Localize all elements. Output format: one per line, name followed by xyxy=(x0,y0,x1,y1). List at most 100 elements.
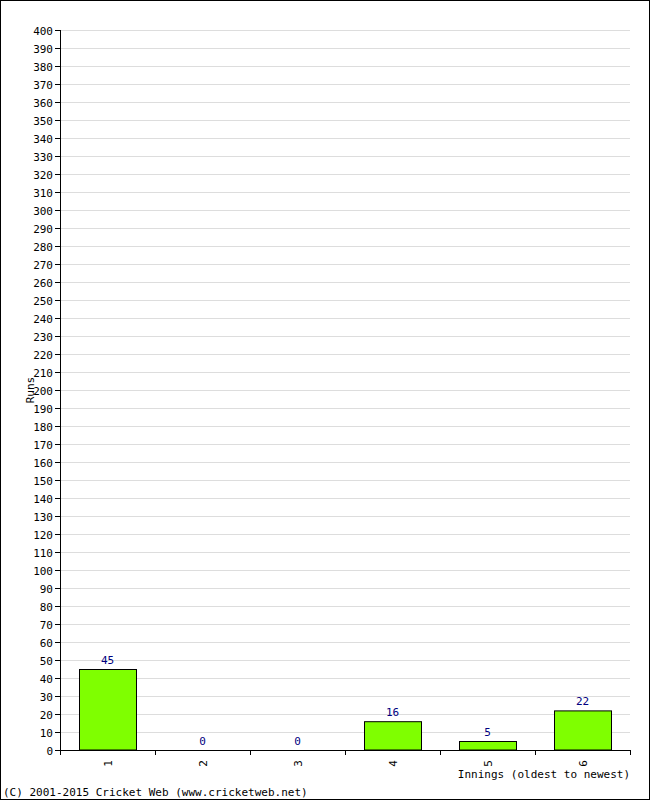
y-tick xyxy=(55,300,60,301)
y-tick xyxy=(55,102,60,103)
x-tick-label: 2 xyxy=(197,760,210,767)
y-tick-label: 280 xyxy=(33,241,53,254)
y-tick-label: 110 xyxy=(33,547,53,560)
grid-line xyxy=(60,30,630,31)
grid-line xyxy=(60,462,630,463)
y-tick-label: 300 xyxy=(33,205,53,218)
x-tick-label: 4 xyxy=(387,760,400,767)
chart-container: 0102030405060708090100110120130140150160… xyxy=(0,0,650,800)
grid-line xyxy=(60,84,630,85)
y-tick-label: 170 xyxy=(33,439,53,452)
x-tick-label: 5 xyxy=(482,760,495,767)
grid-line xyxy=(60,120,630,121)
grid-line xyxy=(60,642,630,643)
y-tick xyxy=(55,534,60,535)
grid-line xyxy=(60,246,630,247)
grid-line xyxy=(60,624,630,625)
y-tick-label: 90 xyxy=(40,583,53,596)
grid-line xyxy=(60,336,630,337)
y-tick-label: 20 xyxy=(40,709,53,722)
data-label: 0 xyxy=(199,735,206,748)
x-tick-label: 3 xyxy=(292,760,305,767)
x-tick xyxy=(440,750,441,755)
y-tick-label: 50 xyxy=(40,655,53,668)
y-tick-label: 340 xyxy=(33,133,53,146)
grid-line xyxy=(60,390,630,391)
y-tick xyxy=(55,750,60,751)
x-tick xyxy=(155,750,156,755)
data-label: 5 xyxy=(484,726,491,739)
y-tick-label: 370 xyxy=(33,79,53,92)
y-tick xyxy=(55,192,60,193)
y-tick-label: 70 xyxy=(40,619,53,632)
y-tick-label: 330 xyxy=(33,151,53,164)
y-tick-label: 230 xyxy=(33,331,53,344)
grid-line xyxy=(60,516,630,517)
frame xyxy=(1,1,650,800)
data-label: 22 xyxy=(576,695,589,708)
data-label: 16 xyxy=(386,706,399,719)
y-tick xyxy=(55,714,60,715)
y-tick xyxy=(55,318,60,319)
y-tick-label: 40 xyxy=(40,673,53,686)
y-tick xyxy=(55,516,60,517)
bars xyxy=(80,670,612,751)
grid-line xyxy=(60,300,630,301)
y-tick xyxy=(55,156,60,157)
bar xyxy=(80,670,137,751)
grid-line xyxy=(60,138,630,139)
grid-line xyxy=(60,408,630,409)
x-tick xyxy=(250,750,251,755)
y-tick-label: 250 xyxy=(33,295,53,308)
grid-line xyxy=(60,570,630,571)
grid-line xyxy=(60,552,630,553)
grid-line xyxy=(60,534,630,535)
y-tick-label: 130 xyxy=(33,511,53,524)
grid-line xyxy=(60,372,630,373)
bar xyxy=(460,742,517,751)
y-tick xyxy=(55,282,60,283)
grid-line xyxy=(60,588,630,589)
y-tick-label: 30 xyxy=(40,691,53,704)
y-tick xyxy=(55,264,60,265)
y-tick-label: 190 xyxy=(33,403,53,416)
y-tick xyxy=(55,660,60,661)
x-axis-label: Innings (oldest to newest) xyxy=(458,768,630,781)
y-tick xyxy=(55,138,60,139)
grid-line xyxy=(60,264,630,265)
y-tick-label: 310 xyxy=(33,187,53,200)
bar xyxy=(365,722,422,750)
grid-line xyxy=(60,174,630,175)
y-tick xyxy=(55,372,60,373)
x-tick xyxy=(60,750,61,755)
y-tick xyxy=(55,570,60,571)
y-tick xyxy=(55,678,60,679)
grid-line xyxy=(60,210,630,211)
y-tick-label: 180 xyxy=(33,421,53,434)
grid-line xyxy=(60,354,630,355)
y-tick xyxy=(55,444,60,445)
x-tick-label: 1 xyxy=(102,760,115,767)
y-tick xyxy=(55,480,60,481)
y-tick xyxy=(55,588,60,589)
grid-line xyxy=(60,282,630,283)
y-tick xyxy=(55,30,60,31)
y-tick xyxy=(55,174,60,175)
data-label: 45 xyxy=(101,654,114,667)
y-tick xyxy=(55,642,60,643)
y-tick-label: 290 xyxy=(33,223,53,236)
y-tick xyxy=(55,606,60,607)
grid-line xyxy=(60,480,630,481)
y-tick-label: 320 xyxy=(33,169,53,182)
grid-line xyxy=(60,606,630,607)
y-tick-label: 160 xyxy=(33,457,53,470)
y-tick xyxy=(55,498,60,499)
x-tick xyxy=(630,750,631,755)
grid-line xyxy=(60,66,630,67)
y-axis xyxy=(60,30,61,750)
credit: (C) 2001-2015 Cricket Web (www.cricketwe… xyxy=(3,786,308,799)
grid-line xyxy=(60,318,630,319)
y-tick-label: 120 xyxy=(33,529,53,542)
y-tick xyxy=(55,408,60,409)
grid-line xyxy=(60,228,630,229)
